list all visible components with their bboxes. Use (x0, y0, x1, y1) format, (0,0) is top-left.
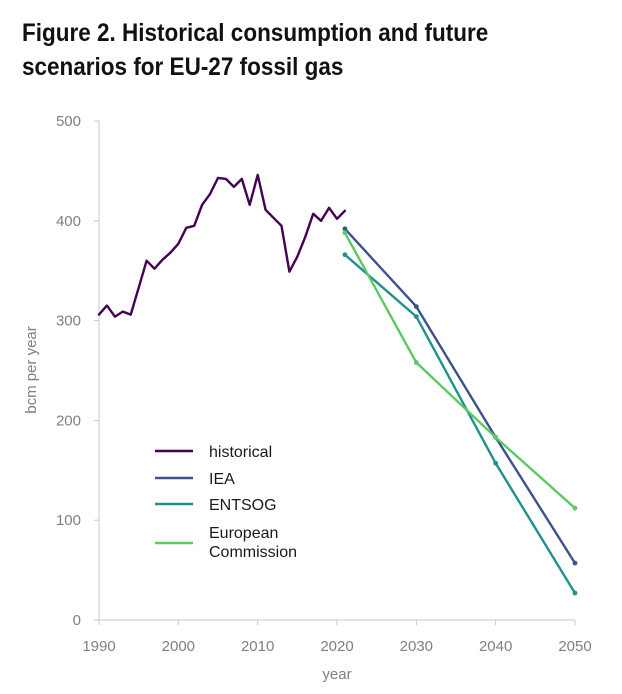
x-tick-label: 2030 (400, 638, 433, 655)
y-axis-label: bcm per year (23, 326, 40, 414)
data-point-european-commission (413, 360, 419, 365)
legend-label-iea: IEA (209, 471, 235, 488)
data-point-entsog (342, 252, 348, 258)
data-point-european-commission (572, 505, 578, 511)
y-tick-label: 0 (73, 612, 81, 629)
series-line-european-commission (343, 231, 577, 510)
data-point-european-commission (493, 434, 499, 440)
data-point-entsog (413, 314, 419, 320)
y-tick-label: 300 (56, 313, 81, 330)
chart-title: Figure 2. Historical consumption and fut… (22, 19, 489, 81)
data-point-iea (572, 560, 578, 566)
x-tick-label: 2010 (241, 638, 274, 655)
legend-label-historical: historical (209, 444, 272, 461)
axis-ticks: 1990 2000 2010 2020 2030 2040 2050 0 100 200 300 40… (56, 113, 592, 655)
legend-label-entsog: ENTSOG (209, 497, 277, 514)
x-tick-label: 2000 (162, 638, 195, 655)
y-tick-label: 100 (56, 512, 81, 529)
axes (98, 121, 575, 621)
series-line-iea (343, 227, 577, 565)
x-tick-label: 2040 (479, 638, 512, 655)
legend: historical IEA ENTSOG European Commission (155, 444, 297, 561)
legend-label-european-commission: European Commission (209, 525, 297, 561)
data-point-entsog (493, 460, 499, 466)
y-tick-label: 400 (56, 213, 81, 230)
data-point-iea (413, 304, 419, 310)
x-tick-label: 1990 (82, 638, 115, 655)
data-point-entsog (572, 590, 578, 596)
x-axis-label: year (322, 666, 351, 683)
series-line-entsog (343, 253, 577, 595)
y-tick-label: 200 (56, 412, 81, 429)
x-tick-label: 2020 (320, 638, 353, 655)
series-lines (97, 173, 578, 596)
series-line-historical (97, 173, 347, 318)
data-point-iea (342, 226, 348, 232)
y-tick-label: 500 (56, 113, 81, 130)
x-tick-label: 2050 (558, 638, 591, 655)
data-point-european-commission (342, 230, 348, 236)
